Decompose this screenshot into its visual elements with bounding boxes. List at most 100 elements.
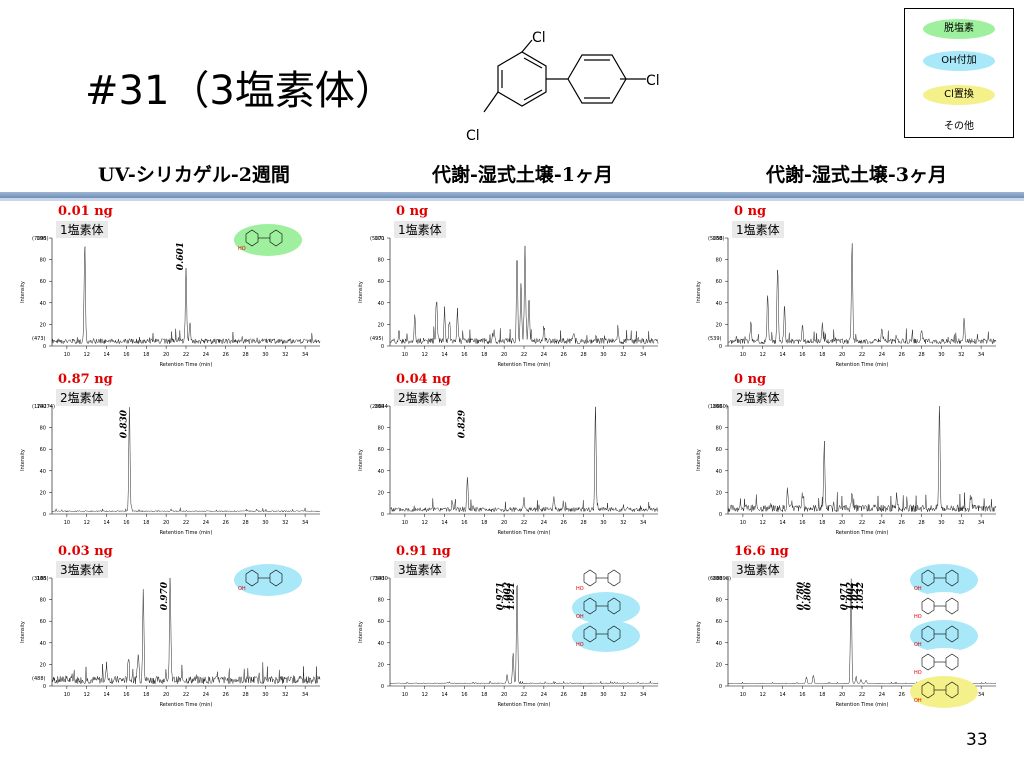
x-tick-label: 24 bbox=[541, 520, 547, 526]
structure-bubble: HO bbox=[572, 564, 640, 596]
peak-label: 0.830 bbox=[119, 409, 129, 438]
structure-bubble: HO bbox=[572, 620, 640, 652]
slide-title: #31（3塩素体） bbox=[85, 68, 395, 114]
x-axis-label: Retention Time (min) bbox=[836, 362, 889, 368]
x-tick-label: 34 bbox=[302, 352, 308, 358]
x-tick-label: 26 bbox=[223, 692, 229, 698]
structure-bubble: OH bbox=[910, 676, 978, 708]
x-tick-label: 16 bbox=[799, 692, 805, 698]
x-tick-label: 24 bbox=[203, 692, 209, 698]
y-axis-label: Intensity bbox=[20, 281, 26, 303]
x-tick-label: 34 bbox=[978, 692, 984, 698]
amount-label: 0 ng bbox=[734, 372, 767, 387]
y-tick-label: 40 bbox=[716, 301, 722, 307]
scale-max-label: (174274) bbox=[32, 404, 55, 410]
benzene-ring-right bbox=[607, 597, 621, 615]
x-tick-label: 10 bbox=[402, 520, 408, 526]
chromatogram-panel: 0.01 ng 1塩素体 0 20 40 60 80 100 10 12 14 16 18 20 22 24 2… bbox=[18, 204, 328, 369]
y-tick-label: 0 bbox=[381, 344, 384, 350]
peak-label: 0.971 bbox=[840, 582, 850, 610]
y-tick-label: 80 bbox=[40, 258, 46, 264]
y-tick-label: 0 bbox=[381, 512, 384, 518]
x-tick-label: 34 bbox=[302, 520, 308, 526]
x-tick-label: 32 bbox=[282, 352, 288, 358]
x-tick-label: 34 bbox=[640, 352, 646, 358]
x-tick-label: 32 bbox=[620, 520, 626, 526]
y-tick-label: 20 bbox=[716, 322, 722, 328]
chromatogram-panel: 0.03 ng 3塩素体 0 20 40 60 80 100 10 12 14 16 18 20 22 24 2… bbox=[18, 544, 328, 709]
x-tick-label: 16 bbox=[123, 692, 129, 698]
x-tick-label: 12 bbox=[760, 692, 766, 698]
x-tick-label: 32 bbox=[958, 520, 964, 526]
benzene-ring-right bbox=[945, 681, 959, 699]
x-axis-label: Retention Time (min) bbox=[160, 702, 213, 708]
y-tick-label: 60 bbox=[378, 279, 384, 285]
legend-item-other: その他 bbox=[923, 117, 995, 137]
structure-bubble-shape bbox=[234, 564, 302, 596]
substituent-label: HO bbox=[576, 642, 584, 648]
chromatogram-trace bbox=[51, 246, 321, 345]
structure-bubble: OH bbox=[234, 564, 302, 596]
chromatogram-svg: 0 20 40 60 80 100 10 12 14 16 18 20 22 24 26 28 30 32 34 Re… bbox=[696, 404, 997, 536]
x-tick-label: 20 bbox=[501, 520, 507, 526]
x-tick-label: 34 bbox=[640, 692, 646, 698]
chlorine-class-label: 3塩素体 bbox=[394, 561, 446, 578]
benzene-ring-right bbox=[607, 569, 621, 587]
y-tick-label: 40 bbox=[716, 641, 722, 647]
peak-label: 1.032 bbox=[856, 582, 866, 610]
y-tick-label: 60 bbox=[40, 619, 46, 625]
amount-label: 0 ng bbox=[734, 204, 767, 219]
y-tick-label: 80 bbox=[716, 258, 722, 264]
benzene-ring-right bbox=[607, 625, 621, 643]
x-tick-label: 12 bbox=[84, 692, 90, 698]
x-tick-label: 26 bbox=[223, 520, 229, 526]
substituent-label: OH bbox=[914, 698, 922, 704]
column-header-uv: UV-シリカゲル-2週間 bbox=[98, 164, 290, 186]
scale-min-label: (473) bbox=[32, 336, 45, 342]
scale-max-label: (688898) bbox=[708, 576, 731, 582]
structure-bubble-shape bbox=[910, 676, 978, 708]
x-tick-label: 26 bbox=[899, 692, 905, 698]
amount-label: 0 ng bbox=[396, 204, 429, 219]
page-number: 33 bbox=[966, 730, 988, 750]
substituent-label: HO bbox=[238, 246, 246, 252]
x-tick-label: 26 bbox=[223, 352, 229, 358]
x-tick-label: 18 bbox=[481, 520, 487, 526]
y-tick-label: 100 bbox=[712, 576, 722, 582]
x-tick-label: 16 bbox=[461, 352, 467, 358]
x-tick-label: 18 bbox=[481, 692, 487, 698]
y-tick-label: 100 bbox=[36, 236, 46, 242]
chromatogram-panel: 0 ng 2塩素体 0 20 40 60 80 100 10 12 14 16 18 20 22 24 26 28… bbox=[694, 372, 1004, 537]
x-tick-label: 34 bbox=[640, 520, 646, 526]
y-tick-label: 60 bbox=[40, 447, 46, 453]
amount-label: 0.01 ng bbox=[58, 204, 113, 219]
legend-label: その他 bbox=[944, 121, 974, 132]
x-tick-label: 16 bbox=[799, 520, 805, 526]
amount-label: 0.03 ng bbox=[58, 544, 113, 559]
x-axis-label: Retention Time (min) bbox=[836, 530, 889, 536]
peak-label: 1.002 bbox=[846, 582, 856, 610]
benzene-ring-left bbox=[245, 229, 259, 247]
chromatogram-panel: 16.6 ng 3塩素体 0 20 40 60 80 100 10 12 14 16 18 20 22 24 2… bbox=[694, 544, 1004, 709]
x-tick-label: 28 bbox=[242, 692, 248, 698]
x-tick-label: 20 bbox=[839, 692, 845, 698]
x-tick-label: 32 bbox=[620, 352, 626, 358]
legend-label: Cl置換 bbox=[944, 89, 974, 100]
x-tick-label: 24 bbox=[879, 692, 885, 698]
chromatogram-svg: 0 20 40 60 80 100 10 12 14 16 18 20 22 24 26 28 30 32 34 Re… bbox=[358, 404, 659, 536]
x-tick-label: 18 bbox=[481, 352, 487, 358]
y-tick-label: 60 bbox=[378, 447, 384, 453]
y-tick-label: 100 bbox=[36, 576, 46, 582]
substituent-label: HO bbox=[576, 586, 584, 592]
structure-bubble: HO bbox=[234, 224, 302, 256]
x-tick-label: 16 bbox=[461, 692, 467, 698]
x-tick-label: 30 bbox=[600, 692, 606, 698]
y-tick-label: 60 bbox=[716, 447, 722, 453]
structure-bubble-shape bbox=[910, 620, 978, 652]
x-tick-label: 22 bbox=[521, 520, 527, 526]
x-tick-label: 24 bbox=[203, 352, 209, 358]
x-tick-label: 14 bbox=[441, 692, 447, 698]
chromatogram-panel: 0.87 ng 2塩素体 0 20 40 60 80 100 10 12 14 16 18 20 22 24 2… bbox=[18, 372, 328, 537]
x-tick-label: 16 bbox=[799, 352, 805, 358]
column-header-soil-1m: 代謝-湿式土壌-1ヶ月 bbox=[432, 164, 613, 186]
